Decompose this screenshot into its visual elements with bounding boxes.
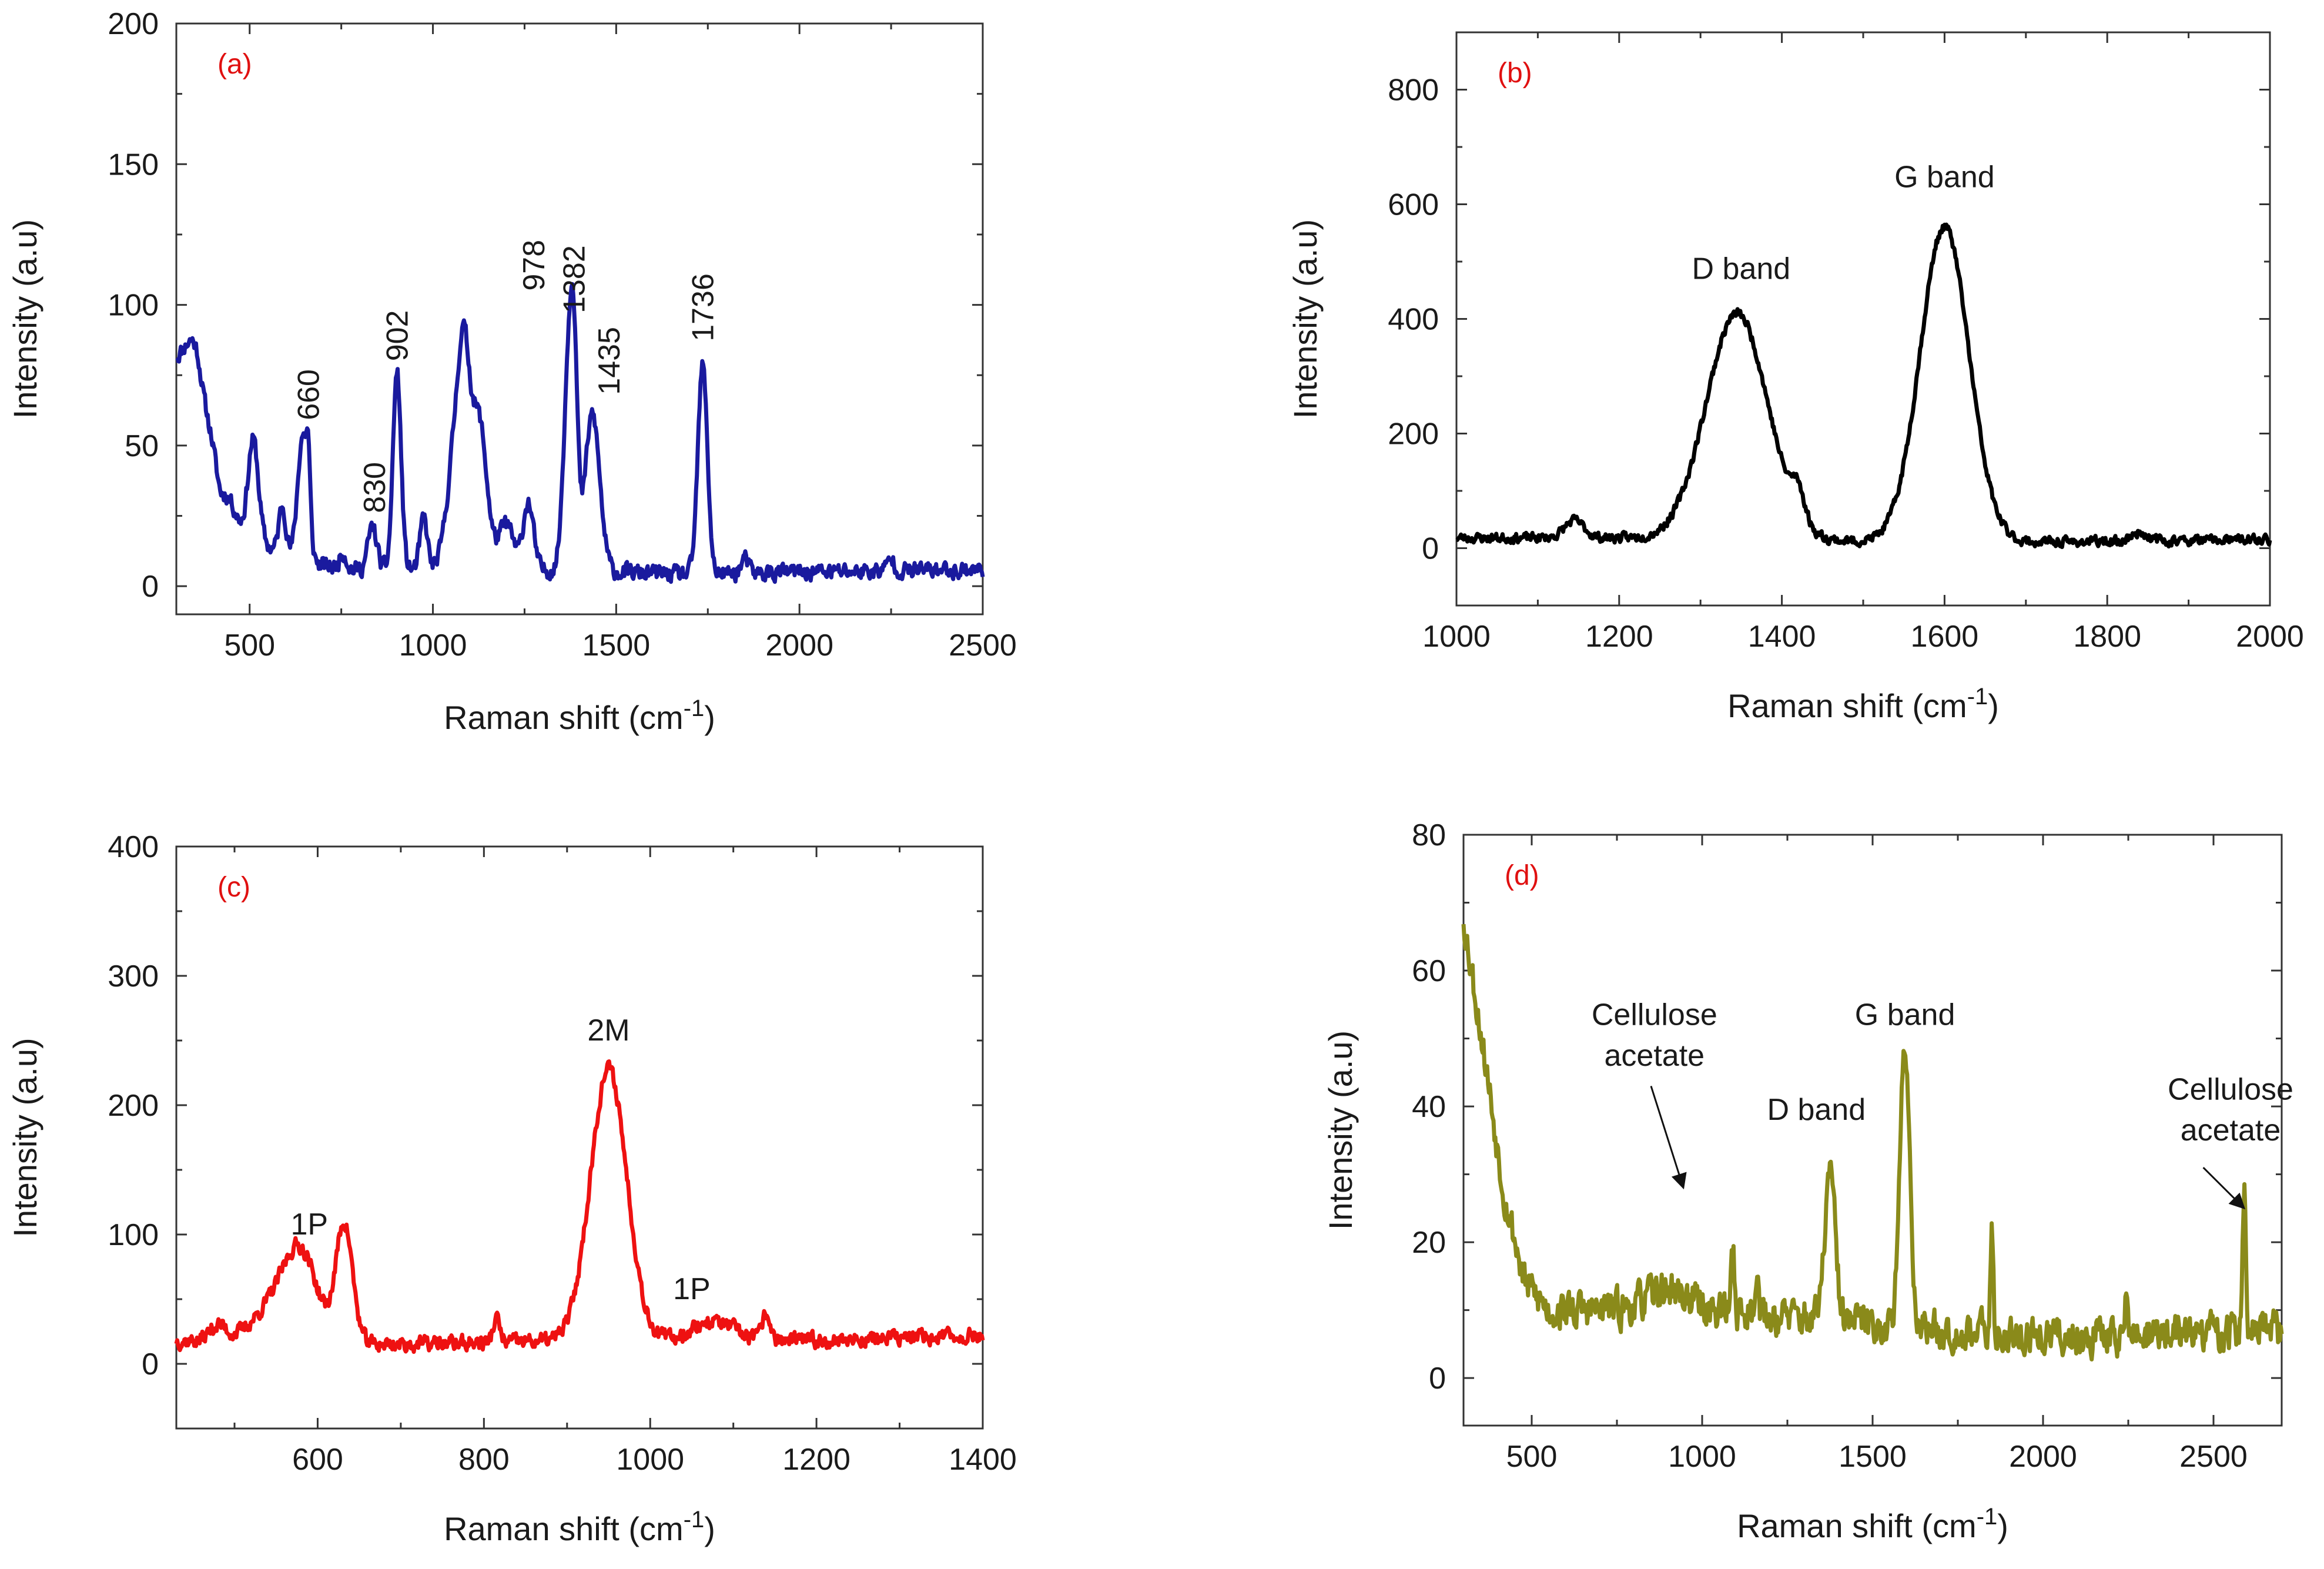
y-tick-label: 100 [108, 1218, 159, 1252]
y-tick-label: 0 [142, 570, 159, 604]
peak-annotation: 1P [291, 1207, 329, 1242]
x-tick-label: 800 [458, 1443, 510, 1477]
y-tick-label: 0 [1429, 1361, 1446, 1396]
x-axis-title-sup: -1 [1977, 1504, 1998, 1530]
annotation-arrow [2202, 1166, 2246, 1210]
y-tick-label: 200 [108, 7, 159, 41]
panel-label: (c) [217, 872, 250, 903]
plot-frame [175, 22, 984, 615]
x-axis-title-text: Raman shift (cm [444, 1510, 684, 1547]
y-tick-label: 50 [125, 429, 159, 463]
y-tick-label: 60 [1412, 954, 1446, 988]
x-axis-title-text: Raman shift (cm [444, 699, 684, 736]
x-axis-title-text: Raman shift (cm [1727, 687, 1967, 724]
x-tick-label: 2000 [2009, 1440, 2077, 1474]
peak-annotation: Cellulose [1592, 998, 1717, 1032]
y-tick-label: 80 [1412, 818, 1446, 852]
x-tick-label: 500 [224, 628, 275, 663]
x-axis-title: Raman shift (cm-1) [1727, 684, 1999, 724]
peak-annotation: D band [1692, 252, 1791, 286]
annotation-arrow [1650, 1085, 1687, 1190]
x-axis-title-sup: -1 [684, 1507, 705, 1533]
panel-label: (b) [1498, 58, 1532, 89]
panel-label: (a) [217, 49, 252, 80]
peak-annotation: 902 [380, 310, 414, 362]
x-tick-label: 1500 [1839, 1440, 1907, 1474]
chart-panel-b: 1000 1200 1400 1600 1800 2000 0 200 400 600 800 Ram… [1287, 31, 2304, 724]
chart-panel-a: 500 1000 1500 2000 2500 0 50 100 150 200 Raman shi… [6, 7, 1017, 736]
y-tick-label: 200 [108, 1089, 159, 1123]
x-tick-label: 600 [292, 1443, 343, 1477]
x-tick-label: 1600 [1911, 620, 1979, 654]
y-tick-label: 40 [1412, 1090, 1446, 1124]
x-tick-label: 1000 [1422, 620, 1491, 654]
y-tick-label: 800 [1388, 73, 1439, 108]
y-axis-title: Intensity (a.u) [6, 1038, 43, 1237]
spectrum-line-b [1455, 222, 2272, 549]
x-tick-label: 1200 [782, 1443, 850, 1477]
x-tick-label: 1200 [1585, 620, 1653, 654]
x-tick-label: 1000 [616, 1443, 684, 1477]
y-axis-title: Intensity (a.u) [1287, 219, 1324, 419]
peak-annotation: 1P [673, 1272, 711, 1306]
peak-annotation: 830 [358, 462, 392, 513]
x-tick-label: 2500 [2179, 1440, 2248, 1474]
x-axis-title-sup: -1 [684, 695, 705, 721]
peak-annotation: 2M [587, 1013, 629, 1048]
x-tick-label: 1800 [2073, 620, 2141, 654]
x-axis-title-text: Raman shift (cm [1737, 1507, 1977, 1544]
peak-annotation: 1435 [592, 327, 627, 395]
x-axis-title-close: ) [704, 699, 715, 736]
y-tick-label: 0 [1422, 532, 1439, 566]
x-axis-title: Raman shift (cm-1) [444, 1507, 715, 1547]
chart-panel-d: 500 1000 1500 2000 2500 0 20 40 60 80 Raman shift … [1322, 818, 2293, 1544]
x-tick-label: 1000 [399, 628, 467, 663]
spectrum-line-d [1461, 924, 2284, 1361]
peak-annotation: 1382 [558, 245, 592, 313]
plot-frame [175, 845, 984, 1430]
x-axis-title-close: ) [1988, 687, 1999, 724]
y-tick-label: 400 [1388, 303, 1439, 337]
x-tick-label: 1000 [1668, 1440, 1736, 1474]
x-axis-title-sup: -1 [1967, 684, 1988, 710]
y-tick-label: 200 [1388, 417, 1439, 451]
x-axis-title-close: ) [704, 1510, 715, 1547]
peak-annotation: 1736 [687, 273, 721, 342]
y-tick-label: 100 [108, 289, 159, 323]
y-axis-title: Intensity (a.u) [6, 219, 43, 419]
spectrum-line-a [175, 282, 985, 584]
y-tick-label: 300 [108, 959, 159, 993]
peak-annotation: 978 [517, 240, 551, 291]
x-tick-label: 2000 [765, 628, 833, 663]
chart-panel-c: 600 800 1000 1200 1400 0 100 200 300 400 Raman shi… [6, 830, 1017, 1547]
x-tick-label: 2000 [2236, 620, 2304, 654]
y-tick-label: 0 [142, 1347, 159, 1381]
panel-label: (d) [1505, 860, 1539, 891]
x-axis-title: Raman shift (cm-1) [1737, 1504, 2008, 1544]
peak-annotation: acetate [1605, 1039, 1705, 1073]
peak-annotation: acetate [2181, 1113, 2281, 1148]
x-tick-label: 500 [1506, 1440, 1558, 1474]
peak-annotation: Cellulose [2168, 1073, 2293, 1107]
x-tick-label: 1400 [949, 1443, 1017, 1477]
y-tick-label: 400 [108, 830, 159, 864]
y-tick-label: 600 [1388, 188, 1439, 222]
y-tick-label: 150 [108, 148, 159, 182]
peak-annotation: D band [1767, 1093, 1866, 1127]
spectrum-line-c [174, 1059, 985, 1354]
x-tick-label: 1500 [582, 628, 651, 663]
x-axis-title: Raman shift (cm-1) [444, 695, 715, 736]
x-tick-label: 2500 [949, 628, 1017, 663]
y-tick-label: 20 [1412, 1226, 1446, 1260]
peak-annotation: 660 [292, 369, 326, 420]
peak-annotation: G band [1894, 160, 1995, 194]
peak-annotation: G band [1855, 998, 1955, 1032]
x-tick-label: 1400 [1748, 620, 1816, 654]
x-axis-title-close: ) [1997, 1507, 2008, 1544]
y-axis-title: Intensity (a.u) [1322, 1031, 1359, 1230]
